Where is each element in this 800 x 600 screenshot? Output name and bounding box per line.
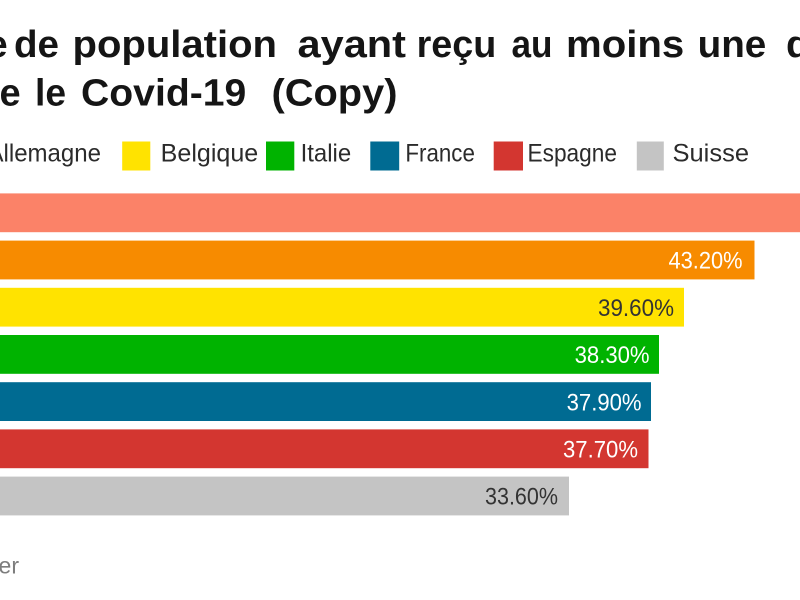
svg-text:Allemagne: Allemagne [0,139,101,167]
svg-text:37.70%: 37.70% [563,437,638,464]
svg-text:reçu: reçu [417,24,497,66]
svg-text:(Copy): (Copy) [272,73,398,115]
svg-text:population: population [73,24,278,66]
svg-text:au: au [512,24,553,66]
svg-text:do: do [786,24,800,66]
svg-text:e: e [0,73,21,115]
svg-text:38.30%: 38.30% [575,342,650,369]
svg-text:43.20%: 43.20% [669,248,743,275]
svg-text:de: de [14,24,59,66]
svg-text:37.90%: 37.90% [567,389,642,416]
svg-text:le: le [35,73,66,115]
svg-text:33.60%: 33.60% [485,484,558,511]
svg-text:Belgique: Belgique [161,139,259,167]
svg-text:moins: moins [566,24,684,66]
svg-text:Espagne: Espagne [528,139,618,167]
svg-text:Italie: Italie [301,139,352,167]
svg-text:Créé avec Datawrapper: Créé avec Datawrapper [0,553,19,579]
svg-text:Covid-19: Covid-19 [81,73,246,115]
svg-text:ayant: ayant [298,24,407,66]
svg-text:39.60%: 39.60% [598,295,674,322]
svg-text:une: une [698,24,767,66]
svg-text:e: e [0,24,8,66]
svg-text:Suisse: Suisse [673,139,750,167]
svg-text:France: France [405,139,475,167]
